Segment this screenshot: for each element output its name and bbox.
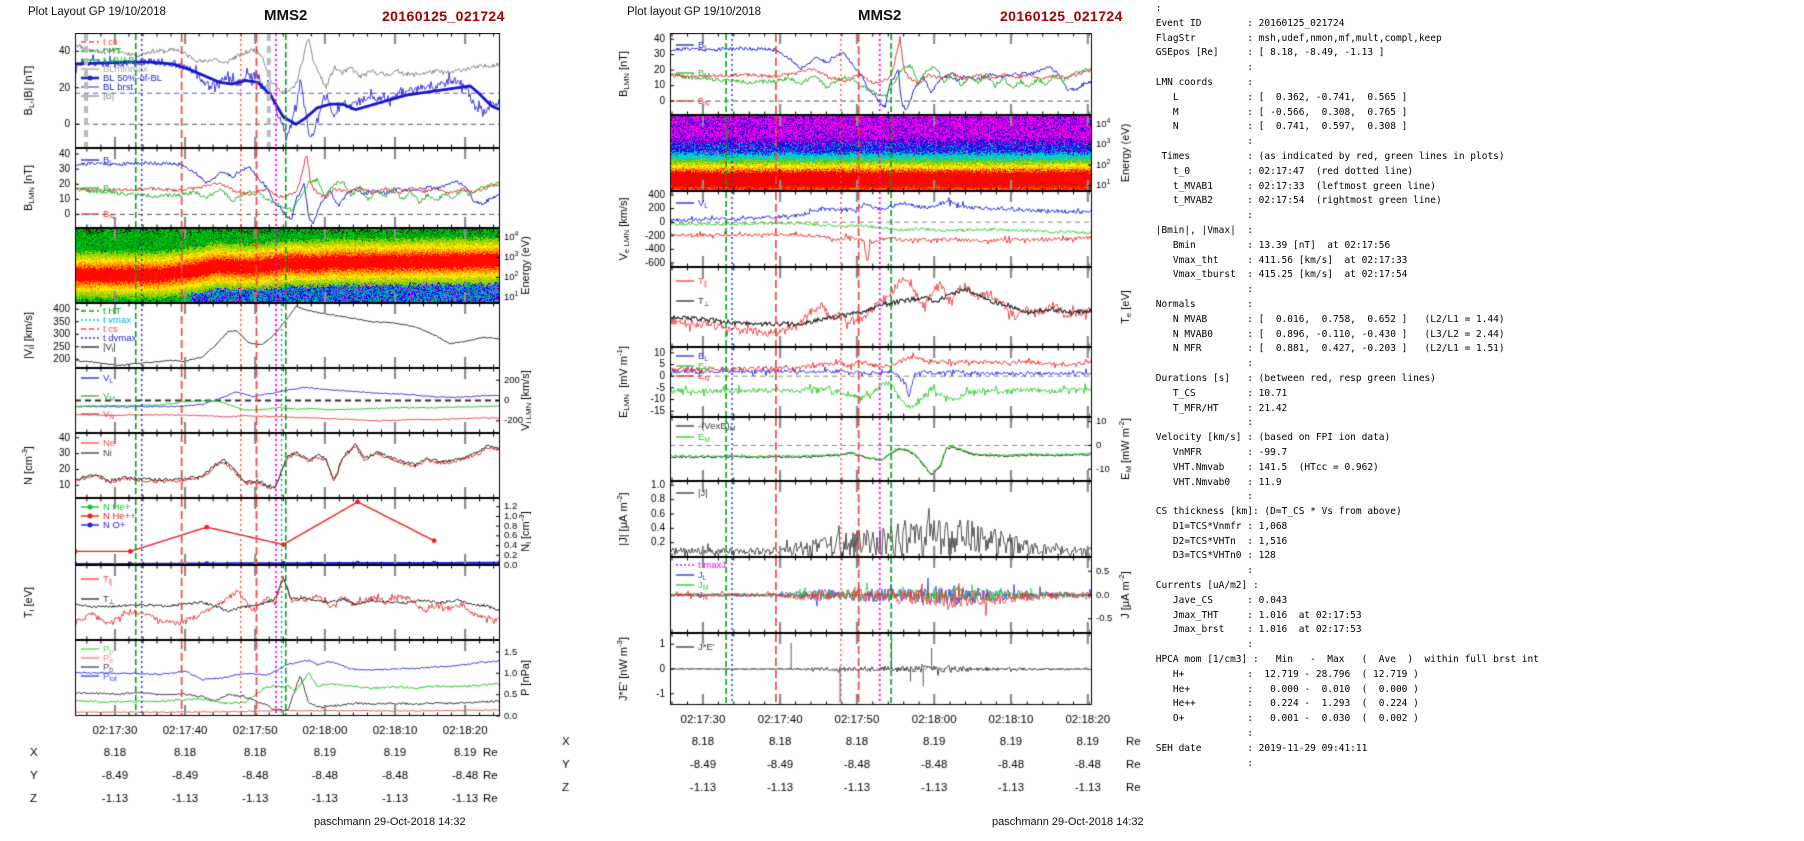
report-line: HPCA mom [1/cm3] : Min - Max ( Ave ) wit… (1150, 654, 1539, 666)
report-line: Event ID : 20160125_021724 (1150, 17, 1345, 29)
report-line: : (1150, 417, 1253, 429)
report-line: D3=TCS*VHTn0 : 128 (1150, 550, 1276, 562)
left-spacecraft-title: MMS2 (264, 7, 308, 24)
report-line: SEH date : 2019-11-29 09:41:11 (1150, 742, 1368, 754)
report-line: Vmax_tburst : 415.25 [km/s] at 02:17:54 (1150, 269, 1408, 281)
report-line: T_MFR/HT : 21.42 (1150, 402, 1288, 414)
report-line: Bmin : 13.39 [nT] at 02:17:56 (1150, 239, 1391, 251)
report-line: CS thickness [km]: (D=T_CS * Vs from abo… (1150, 506, 1402, 518)
analysis-report: : Event ID : 20160125_021724 FlagStr : m… (1150, 2, 1539, 771)
report-line: Jmax_THT : 1.016 at 02:17:53 (1150, 609, 1362, 621)
middle-plot-credit: paschmann 29-Oct-2018 14:32 (992, 816, 1144, 828)
report-line: VnMFR : -99.7 (1150, 446, 1288, 458)
report-line: Currents [uA/m2] : (1150, 580, 1259, 592)
report-line: : (1150, 728, 1253, 740)
report-line: O+ : 0.001 - 0.030 ( 0.002 ) (1150, 713, 1419, 725)
left-plot-credit: paschmann 29-Oct-2018 14:32 (314, 816, 466, 828)
middle-spacecraft-title: MMS2 (858, 7, 902, 24)
report-line: Jave_CS : 0.043 (1150, 594, 1288, 606)
middle-event-id: 20160125_021724 (1000, 8, 1123, 24)
report-line: : (1150, 639, 1253, 651)
report-line: : (1150, 565, 1253, 577)
report-line: VHT.Nmvab0 : 11.9 (1150, 476, 1282, 488)
report-line: D2=TCS*VHTn : 1,516 (1150, 535, 1288, 547)
report-line: t_0 : 02:17:47 (red dotted line) (1150, 165, 1414, 177)
report-line: LMN coords : (1150, 76, 1253, 88)
report-line: : (1150, 491, 1253, 503)
report-line: M : [ -0.566, 0.308, 0.765 ] (1150, 106, 1408, 118)
left-event-id: 20160125_021724 (382, 8, 505, 24)
report-line: L : [ 0.362, -0.741, 0.565 ] (1150, 91, 1408, 103)
left-plot-layout-label: Plot Layout GP 19/10/2018 (28, 6, 166, 18)
report-line: Jmax_brst : 1.016 at 02:17:53 (1150, 624, 1362, 636)
report-line: : (1150, 136, 1253, 148)
report-line: H+ : 12.719 - 28.796 ( 12.719 ) (1150, 668, 1419, 680)
report-line: He+ : 0.000 - 0.010 ( 0.000 ) (1150, 683, 1419, 695)
report-line: Velocity [km/s] : (based on FPI ion data… (1150, 432, 1391, 444)
report-line: t_MVAB1 : 02:17:33 (leftmost green line) (1150, 180, 1436, 192)
report-line: Normals : (1150, 298, 1253, 310)
middle-plot-layout-label: Plot layout GP 19/10/2018 (627, 6, 762, 18)
report-line: : (1150, 757, 1253, 769)
report-line: GSEpos [Re] : [ 8.18, -8.49, -1.13 ] (1150, 47, 1385, 59)
report-line: : (1150, 358, 1253, 370)
report-line: VHT.Nmvab : 141.5 (HTcc = 0.962) (1150, 461, 1379, 473)
report-line: : (1150, 284, 1253, 296)
report-line: FlagStr : msh,udef,nmon,mf,mult,compl,ke… (1150, 32, 1442, 44)
report-line: : (1150, 62, 1253, 74)
report-line: |Bmin|, |Vmax| : (1150, 224, 1253, 236)
report-line: : (1150, 3, 1162, 14)
report-line: N MFR : [ 0.881, 0.427, -0.203 ] (L2/L1 … (1150, 343, 1505, 355)
left-plot-canvas (0, 33, 548, 813)
report-line: T_CS : 10.71 (1150, 387, 1288, 399)
report-line: Durations [s] : (between red, resp green… (1150, 372, 1436, 384)
report-line: N : [ 0.741, 0.597, 0.308 ] (1150, 121, 1408, 133)
report-line: t_MVAB2 : 02:17:54 (rightmost green line… (1150, 195, 1442, 207)
report-line: N MVAB : [ 0.016, 0.758, 0.652 ] (L2/L1 … (1150, 313, 1505, 325)
report-line: He++ : 0.224 - 1.293 ( 0.224 ) (1150, 698, 1419, 710)
report-line: Vmax_tht : 411.56 [km/s] at 02:17:33 (1150, 254, 1408, 266)
report-line: D1=TCS*Vnmfr : 1,068 (1150, 520, 1288, 532)
report-line: Times : (as indicated by red, green line… (1150, 150, 1505, 162)
middle-plot-canvas (530, 33, 1150, 813)
report-line: : (1150, 210, 1253, 222)
report-line: N MVAB0 : [ 0.896, -0.110, -0.430 ] (L3/… (1150, 328, 1505, 340)
